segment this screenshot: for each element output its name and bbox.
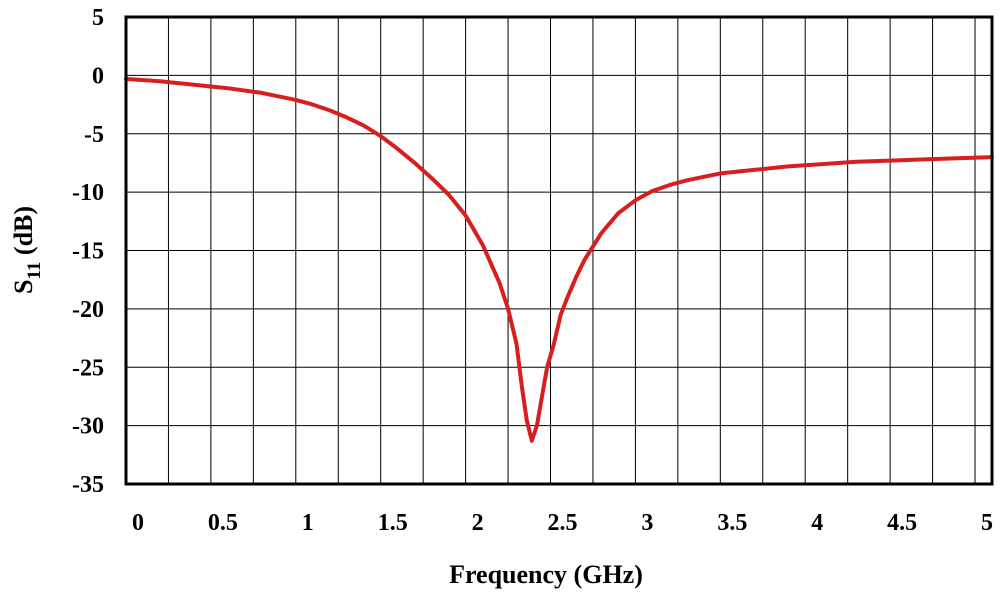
x-tick-label: 5 [981,510,993,536]
y-tick-label: -5 [84,122,104,148]
y-axis-label: S11 (dB) [9,206,45,294]
y-tick-label: -20 [72,297,104,323]
x-tick-label: 4 [811,510,823,536]
x-axis-label: Frequency (GHz) [449,560,643,589]
grid [126,17,992,484]
y-tick-label: -35 [72,472,104,498]
x-tick-label: 3.5 [717,510,747,536]
y-axis-label-subscript: 11 [24,262,45,280]
y-tick-label: -10 [72,180,104,206]
y-tick-label: 0 [92,63,104,89]
y-axis-label-main: S [9,280,38,294]
y-tick-label: -30 [72,414,104,440]
y-tick-label: 5 [92,5,104,31]
y-tick-label: -15 [72,239,104,265]
x-tick-label: 4.5 [887,510,917,536]
y-axis-label-unit: (dB) [9,206,38,262]
x-tick-labels: 0 0.5 1 1.5 2 2.5 3 3.5 4 4.5 5 [132,510,993,536]
y-tick-labels: 5 0 -5 -10 -15 -20 -25 -30 -35 [72,5,104,498]
x-tick-label: 1.5 [378,510,408,536]
x-tick-label: 2.5 [548,510,578,536]
s11-series-line [124,76,994,443]
x-tick-label: 3 [641,510,653,536]
y-tick-label: -25 [72,355,104,381]
plot-frame [124,15,994,486]
x-tick-label: 1 [302,510,314,536]
x-tick-label: 0.5 [208,510,238,536]
x-tick-label: 0 [132,510,144,536]
x-tick-label: 2 [472,510,484,536]
